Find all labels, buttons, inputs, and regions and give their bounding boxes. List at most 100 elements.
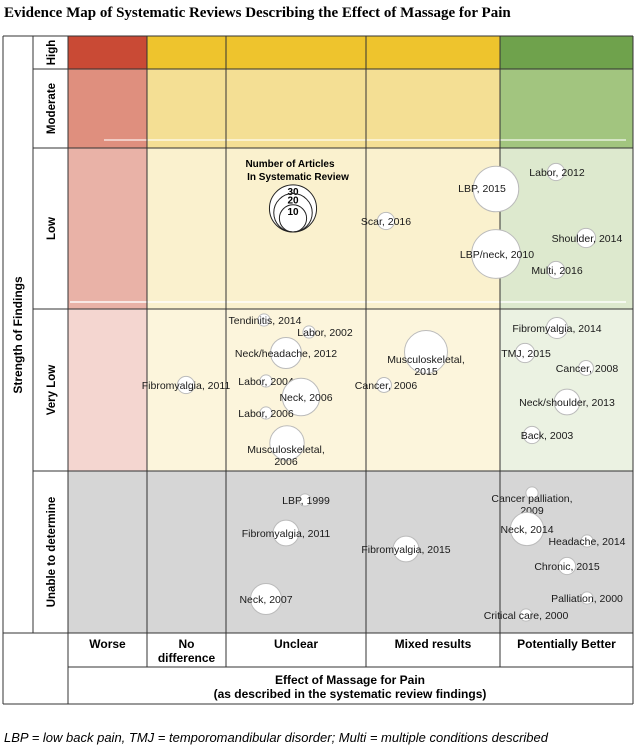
bubble-27: Neck, 2014: [500, 511, 554, 547]
bubble-circle: [471, 229, 521, 279]
bubble-6: Scar, 2016: [361, 211, 411, 231]
col-label-potentially-better: Potentially Better: [517, 637, 616, 651]
legend-title-line2: In Systematic Review: [247, 172, 349, 183]
bubble-circle: [514, 342, 536, 364]
bubble-label: Multi, 2016: [531, 265, 583, 277]
bubble-circle: [546, 260, 566, 280]
bubble-circle: [298, 493, 312, 507]
column-labels: Worse No difference Unclear Mixed results Pot…: [89, 637, 616, 665]
bubble-circle: [259, 406, 273, 420]
cell-unable-to-determine-mixed-results: [366, 471, 500, 633]
bubble-label: Neck/shoulder, 2013: [519, 397, 615, 409]
cell-high-potentially-better: [500, 36, 633, 69]
legend-title-line1: Number of Articles: [245, 159, 335, 170]
bubble-circle: [376, 377, 392, 393]
bubble-circle: [376, 211, 396, 231]
band-shadows: [70, 139, 626, 303]
bubble-label: Headache, 2014: [548, 536, 625, 548]
col-label-mixed-results: Mixed results: [395, 637, 472, 651]
size-legend: Number of Articles In Systematic Review …: [245, 159, 349, 233]
bubble-label: LBP, 1999: [282, 495, 330, 507]
bubble-label: TMJ, 2015: [501, 348, 551, 360]
bubble-14: Fibromyalgia, 2011: [142, 375, 230, 395]
bubble-31: Critical care, 2000: [484, 608, 569, 622]
bubble-circle: [525, 486, 539, 500]
bubble-circle: [580, 591, 594, 605]
bubble-label: Palliation, 2000: [551, 593, 623, 605]
bubble-3: Shoulder, 2014: [552, 227, 622, 249]
bubble-circle: [272, 519, 300, 547]
bubble-11: Back, 2003: [521, 425, 573, 445]
bubble-circle: [519, 608, 533, 622]
bubble-4: LBP/neck, 2010: [460, 229, 534, 279]
bubble-circle: [578, 360, 594, 376]
bubble-1: Labor, 2012: [529, 162, 585, 182]
bubble-24: Neck, 2007: [239, 582, 293, 616]
bubble-circle: [472, 165, 520, 213]
bubble-label: Critical care, 2000: [484, 610, 569, 622]
bubble-circle: [281, 377, 321, 417]
cell-low-worse: [68, 148, 147, 309]
chart-title: Evidence Map of Systematic Reviews Descr…: [4, 5, 511, 21]
cell-low-no-difference: [147, 148, 226, 309]
row-labels: High Moderate Low Very Low Unable to determi…: [46, 40, 58, 608]
col-label-no-difference: No difference: [158, 637, 216, 665]
bubble-28: Headache, 2014: [548, 534, 626, 548]
cell-very-low-worse: [68, 309, 147, 471]
bubble-circle: [392, 535, 420, 563]
cell-high-mixed-results: [366, 36, 500, 69]
bubble-10: Neck/shoulder, 2013: [519, 388, 615, 416]
cell-high-worse: [68, 36, 147, 69]
bubbles: Labor, 2012 LBP, 2015 Shoulder, 2014 LBP/ne…: [142, 162, 626, 622]
bubble-label: Chronic, 2015: [534, 561, 600, 573]
bubble-label: Fibromyalgia, 2015: [361, 544, 450, 556]
bubble-label: Labor, 2012: [529, 167, 585, 179]
cell-low-potentially-better: [500, 148, 633, 309]
bubble-label: Neck, 2014: [500, 524, 553, 536]
bubble-circle: [302, 325, 316, 339]
bubble-8: TMJ, 2015: [501, 342, 551, 364]
bubble-9: Cancer, 2008: [556, 360, 618, 376]
bubble-circle: [545, 316, 569, 340]
bubble-22: LBP, 1999: [282, 493, 330, 507]
bubble-circle: [249, 582, 283, 616]
cell-high-no-difference: [147, 36, 226, 69]
cell-moderate-mixed-results: [366, 69, 500, 148]
bubble-label: Neck, 2007: [239, 594, 292, 606]
y-axis-title: Strength of Findings: [11, 276, 25, 394]
bubble-label: Neck/headache, 2012: [235, 348, 337, 360]
bubble-13: Cancer, 2006: [355, 377, 418, 393]
legend-label-10: 10: [287, 207, 299, 218]
cell-moderate-unclear: [226, 69, 366, 148]
bubble-circle: [546, 162, 566, 182]
bubble-circle: [176, 375, 196, 395]
bubble-15: Tendinitis, 2014: [229, 313, 302, 327]
grid-cells: [68, 36, 633, 633]
bubble-label: Fibromyalgia, 2011: [242, 528, 331, 540]
bubble-12: Musculoskeletal, 2015: [387, 330, 465, 378]
bubble-label: Labor, 2006: [238, 408, 294, 420]
bubble-16: Labor, 2002: [297, 325, 353, 339]
bubble-circle: [575, 227, 597, 249]
bubble-label: Neck, 2006: [279, 392, 332, 404]
bubble-circle: [553, 388, 581, 416]
legend-label-20: 20: [287, 196, 299, 207]
bubble-circle: [404, 330, 448, 374]
bubble-label: Fibromyalgia, 2014: [512, 323, 601, 335]
footnote: LBP = low back pain, TMJ = temporomandib…: [4, 730, 549, 745]
bubble-label: Musculoskeletal, 2006: [247, 444, 325, 468]
bubble-label: LBP/neck, 2010: [460, 249, 534, 261]
cell-unable-to-determine-no-difference: [147, 471, 226, 633]
legend-circle-10: [278, 204, 308, 233]
row-label-moderate: Moderate: [46, 83, 58, 134]
bubble-23: Fibromyalgia, 2011: [242, 519, 331, 547]
bubble-label: Musculoskeletal, 2015: [387, 354, 465, 378]
bubble-label: Cancer, 2006: [355, 380, 418, 392]
col-label-worse: Worse: [89, 637, 126, 651]
bubble-19: Neck, 2006: [279, 377, 333, 417]
cell-unable-to-determine-potentially-better: [500, 471, 633, 633]
bubble-label: Tendinitis, 2014: [229, 315, 302, 327]
bubble-circle: [580, 534, 594, 548]
bubble-25: Fibromyalgia, 2015: [361, 535, 451, 563]
